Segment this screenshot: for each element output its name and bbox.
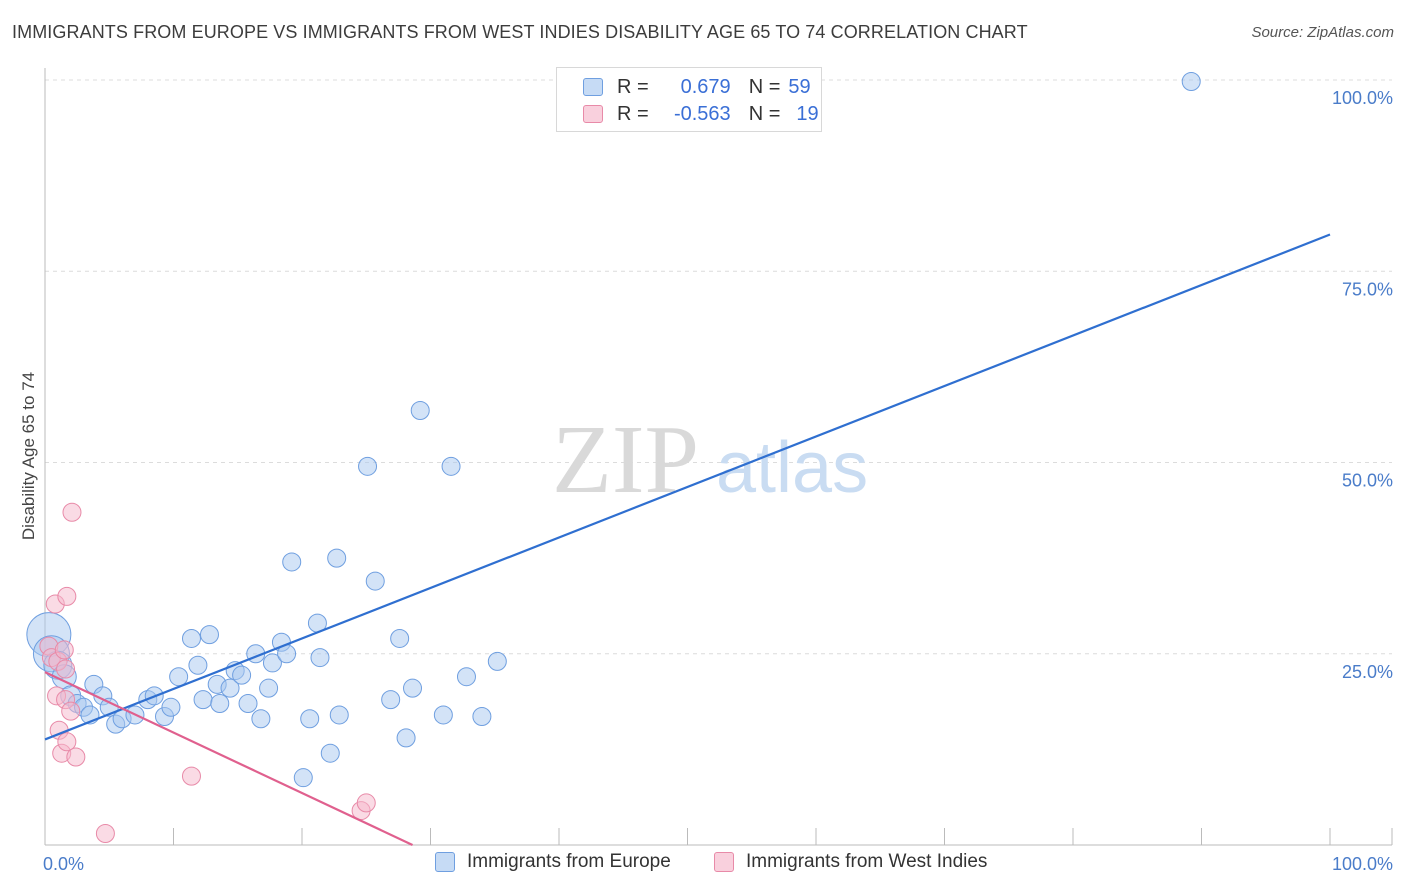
source-label: Source: ZipAtlas.com (1251, 24, 1394, 41)
data-point[interactable] (161, 697, 181, 717)
trend-lines (44, 233, 1331, 846)
data-point[interactable] (56, 659, 76, 679)
watermark-zip: ZIP (552, 406, 699, 514)
data-point[interactable] (293, 768, 313, 788)
data-point[interactable] (57, 732, 77, 752)
trend-line-1 (44, 671, 413, 846)
data-point[interactable] (95, 824, 115, 844)
legend-label-west-indies: Immigrants from West Indies (746, 851, 988, 872)
legend-r-label: R = (617, 75, 649, 98)
data-point[interactable] (403, 678, 423, 698)
data-point[interactable] (259, 678, 279, 698)
data-point[interactable] (320, 743, 340, 763)
legend-swatch-europe (583, 78, 603, 96)
y-tick-label: 25.0% (1342, 662, 1393, 682)
data-point[interactable] (365, 571, 385, 591)
data-point[interactable] (62, 502, 82, 522)
legend-swatch-europe (435, 852, 455, 872)
data-point[interactable] (282, 552, 302, 572)
y-axis-label: Disability Age 65 to 74 (19, 372, 38, 540)
legend-r-value: -0.563 (673, 102, 731, 125)
data-point[interactable] (381, 690, 401, 710)
x-tick-label: 0.0% (43, 854, 84, 874)
data-point[interactable] (310, 648, 330, 668)
legend-n-label: N = (748, 102, 781, 125)
x-tick-label: 100.0% (1332, 854, 1393, 874)
legend-r-label: R = (617, 102, 649, 125)
legend-n-value: 59 (788, 75, 811, 98)
legend-r-value: 0.679 (680, 75, 731, 98)
y-tick-label: 100.0% (1332, 88, 1393, 108)
data-point[interactable] (54, 640, 74, 660)
watermark-atlas: atlas (716, 428, 868, 508)
series-west-indies-points (39, 502, 376, 844)
data-point[interactable] (396, 728, 416, 748)
data-point[interactable] (169, 667, 189, 687)
data-point[interactable] (456, 667, 476, 687)
trend-line-0 (44, 233, 1331, 741)
data-point[interactable] (1181, 72, 1201, 92)
data-point[interactable] (410, 400, 430, 420)
data-point[interactable] (181, 766, 201, 786)
data-point[interactable] (199, 625, 219, 645)
tick-labels: 25.0% 50.0% 75.0% 100.0% 0.0% 100.0% (43, 88, 1393, 874)
grid-lines (45, 79, 1392, 655)
legend-n-value: 19 (796, 102, 819, 125)
data-point[interactable] (327, 548, 347, 568)
data-point[interactable] (188, 655, 208, 675)
legend-n-label: N = (748, 75, 781, 98)
data-point[interactable] (472, 706, 492, 726)
watermark: ZIP atlas (552, 406, 868, 514)
data-point[interactable] (66, 747, 86, 767)
data-point[interactable] (61, 701, 81, 721)
data-point[interactable] (356, 793, 376, 813)
axes (44, 68, 1393, 846)
data-point[interactable] (238, 693, 258, 713)
legend-item-west-indies[interactable]: Immigrants from West Indies (714, 851, 987, 873)
data-point[interactable] (220, 678, 240, 698)
legend-item-europe[interactable]: Immigrants from Europe (435, 851, 671, 873)
data-point[interactable] (300, 709, 320, 729)
y-tick-label: 75.0% (1342, 279, 1393, 299)
data-point[interactable] (57, 586, 77, 606)
data-point[interactable] (232, 665, 252, 685)
data-point[interactable] (358, 456, 378, 476)
y-tick-label: 50.0% (1342, 471, 1393, 491)
data-point[interactable] (262, 653, 282, 673)
correlation-legend: R = 0.679 N = 59 R = -0.563 N = 19 (556, 67, 822, 132)
data-point[interactable] (210, 693, 230, 713)
data-point[interactable] (181, 628, 201, 648)
data-point[interactable] (487, 651, 507, 671)
legend-row-europe: R = 0.679 N = 59 (583, 74, 811, 100)
chart-title: IMMIGRANTS FROM EUROPE VS IMMIGRANTS FRO… (12, 22, 1028, 42)
data-point[interactable] (441, 456, 461, 476)
legend-swatch-west-indies (714, 852, 734, 872)
series-legend: Immigrants from Europe Immigrants from W… (0, 851, 1406, 877)
data-point[interactable] (390, 628, 410, 648)
legend-row-west-indies: R = -0.563 N = 19 (583, 101, 819, 127)
legend-swatch-west-indies (583, 105, 603, 123)
data-point[interactable] (193, 690, 213, 710)
data-point[interactable] (251, 709, 271, 729)
data-point[interactable] (433, 705, 453, 725)
legend-label-europe: Immigrants from Europe (467, 851, 671, 872)
data-point[interactable] (329, 705, 349, 725)
